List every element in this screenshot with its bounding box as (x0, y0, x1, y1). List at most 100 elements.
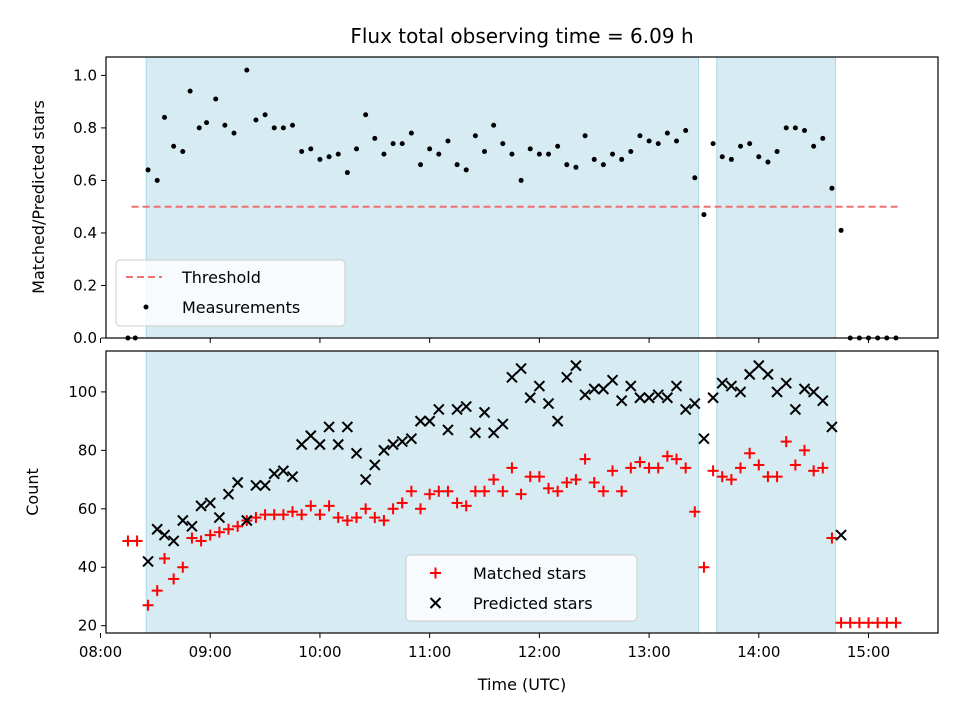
predicted-stars-point (789, 403, 802, 416)
matched-stars-point (314, 509, 326, 521)
predicted-stars-point-d2 (789, 403, 802, 416)
x-tick-label: 15:00 (847, 643, 890, 661)
y-tick-label: 80 (78, 441, 97, 459)
predicted-stars-point (350, 447, 363, 459)
predicted-stars-point (652, 389, 664, 401)
matched-stars-point (771, 471, 783, 483)
predicted-stars-point-d2 (305, 430, 317, 442)
predicted-stars-point (332, 438, 344, 451)
legend-matched-label: Matched stars (473, 564, 586, 583)
predicted-stars-point-d2 (506, 371, 518, 384)
x-tick-label: 10:00 (298, 643, 341, 661)
matched-stars-point (826, 532, 838, 544)
measurements-point (445, 138, 451, 144)
measurements-point (719, 154, 725, 160)
matched-stars-point (142, 599, 154, 611)
predicted-stars-point (259, 479, 271, 492)
measurements-point (299, 149, 305, 155)
predicted-stars-point-d2 (341, 421, 354, 433)
measurements-point (372, 135, 378, 141)
measurements-point (838, 227, 844, 233)
measurements-point (390, 141, 396, 147)
predicted-stars-point (707, 392, 719, 404)
predicted-stars-point-d2 (652, 389, 664, 401)
matched-stars-point (387, 503, 399, 515)
measurements-point (527, 146, 533, 152)
measurements-point (792, 125, 798, 131)
measurements-point (683, 128, 689, 134)
predicted-stars-point (515, 362, 527, 375)
y-tick-label: 60 (78, 500, 97, 518)
predicted-stars-point-d2 (478, 406, 491, 419)
predicted-stars-point (817, 394, 829, 407)
bottom-axes-frame (105, 350, 939, 634)
x-tick-label: 11:00 (408, 643, 451, 661)
matched-stars-point (305, 500, 317, 512)
predicted-stars-point (807, 386, 820, 398)
predicted-stars-point (142, 555, 154, 568)
predicted-stars-point (743, 368, 756, 381)
predicted-stars-point-d2 (268, 468, 280, 480)
predicted-stars-point-d2 (323, 421, 335, 433)
matched-stars-point (296, 509, 308, 521)
matched-stars-point (543, 482, 555, 494)
predicted-stars-point (524, 392, 536, 404)
matched-stars-point (689, 506, 701, 518)
y-tick-label: 0.0 (73, 329, 97, 347)
measurements-point (756, 154, 762, 160)
measurements-point (344, 170, 350, 176)
predicted-stars-point (286, 470, 299, 483)
matched-stars-point (159, 552, 171, 564)
legend-predicted-label: Predicted stars (473, 594, 593, 613)
predicted-stars-point-d2 (762, 368, 774, 381)
predicted-stars-point-d2 (753, 359, 765, 372)
matched-stars-point (479, 485, 491, 497)
matched-stars-point (588, 477, 600, 489)
predicted-stars-point-d2 (142, 555, 154, 568)
measurements-point (482, 149, 488, 155)
matched-stars-point (250, 512, 262, 524)
measurements-point (591, 156, 597, 162)
measurements-point (710, 141, 716, 147)
predicted-stars-point-d2 (716, 377, 728, 389)
measurements-point (701, 212, 707, 218)
matched-stars-point (195, 535, 207, 547)
measurements-point (354, 146, 360, 152)
top-axes-frame (105, 56, 939, 339)
measurements-point (399, 141, 405, 147)
predicted-stars-point (423, 415, 436, 427)
matched-stars-point (204, 529, 216, 541)
matched-stars-point (616, 485, 628, 497)
measurements-point (308, 146, 314, 152)
matched-stars-point (561, 477, 573, 489)
measurements-point (783, 125, 789, 131)
measurements-point (811, 143, 817, 149)
measurements-point (418, 162, 424, 168)
bottom-legend: Matched stars Predicted stars (405, 554, 638, 622)
predicted-stars-point-d2 (625, 380, 637, 392)
y-tick-label: 100 (68, 383, 97, 401)
predicted-stars-point (277, 465, 290, 477)
top-ticks: 0.0 0.2 0.4 0.6 0.8 1.0 (73, 66, 870, 347)
measurements-point (454, 162, 460, 168)
y-tick-label: 0.2 (73, 276, 97, 294)
matched-stars-point (735, 462, 747, 474)
x-tick-label: 14:00 (737, 643, 780, 661)
matched-stars-point (579, 453, 591, 465)
predicted-stars-point-d2 (405, 432, 418, 445)
predicted-stars-point (579, 389, 591, 401)
predicted-stars-point-d2 (259, 479, 271, 492)
top-legend: Threshold Measurements (115, 259, 346, 327)
predicted-stars-point (305, 430, 317, 442)
predicted-stars-point (551, 415, 564, 427)
predicted-stars-point (643, 392, 655, 404)
predicted-stars-point (405, 432, 418, 445)
matched-stars-point (597, 485, 609, 497)
predicted-stars-point (231, 476, 244, 489)
matched-stars-point (223, 523, 235, 535)
matched-stars-point (378, 514, 390, 526)
measurements-point (244, 67, 250, 73)
measurements-point (655, 141, 661, 147)
legend-threshold-label: Threshold (181, 268, 261, 287)
measurements-point (774, 149, 780, 155)
